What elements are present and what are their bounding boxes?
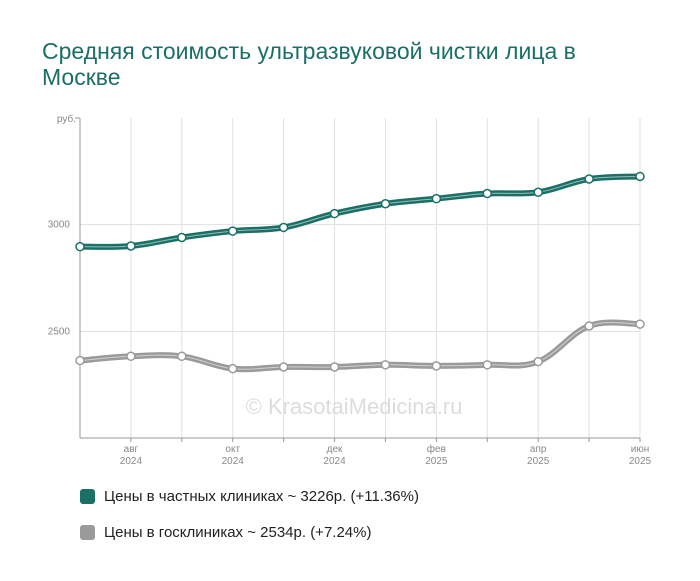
chart-title: Средняя стоимость ультразвуковой чистки …	[42, 38, 576, 90]
data-point-private	[380, 199, 391, 209]
data-point-private	[533, 187, 543, 197]
y-tick-label: 2500	[48, 326, 71, 337]
x-tick-label-month: июн	[631, 444, 650, 455]
legend-swatch-public	[80, 524, 95, 540]
x-tick-label-year: 2025	[629, 456, 652, 467]
legend-item-public[interactable]: Цены в госклиниках ~ 2534р. (+7.24%)	[80, 522, 419, 542]
x-tick-label-year: 2024	[222, 456, 245, 467]
data-point-public	[482, 360, 493, 370]
x-tick-label-month: апр	[530, 444, 547, 455]
y-tick-label: 3000	[48, 220, 71, 231]
watermark-text: © KrasotaiMedicina.ru	[246, 394, 463, 419]
axes: 25003000руб.авг2024окт2024дек2024фев2025…	[48, 113, 652, 467]
x-tick-label-month: авг	[124, 444, 139, 455]
data-point-public	[75, 355, 85, 366]
x-tick-label-month: фев	[427, 443, 446, 455]
data-point-public	[329, 362, 340, 372]
data-point-public	[126, 351, 136, 362]
data-point-public	[380, 360, 391, 370]
data-point-public	[584, 321, 594, 331]
data-point-public	[227, 363, 238, 374]
legend-label-public: Цены в госклиниках ~ 2534р. (+7.24%)	[104, 523, 372, 541]
data-point-private	[482, 188, 493, 199]
data-point-public	[278, 362, 289, 372]
series-line-public	[77, 319, 643, 373]
x-tick-label-month: окт	[225, 444, 240, 455]
x-tick-label-year: 2024	[323, 456, 346, 467]
series	[75, 171, 645, 374]
legend-item-private[interactable]: Цены в частных клиниках ~ 3226р. (+11.36…	[80, 486, 419, 506]
x-tick-label-month: дек	[327, 444, 343, 455]
data-point-private	[227, 226, 238, 236]
data-point-private	[584, 174, 594, 184]
series-line-private	[77, 173, 643, 250]
data-point-public	[533, 356, 543, 367]
data-point-private	[329, 208, 340, 219]
data-point-public	[177, 351, 187, 362]
x-tick-label-year: 2025	[527, 456, 550, 467]
y-axis-label: руб.	[57, 113, 76, 125]
x-tick-label-year: 2024	[120, 456, 143, 467]
series-line-highlight-public	[79, 322, 641, 370]
data-point-private	[431, 193, 442, 204]
legend-label-private: Цены в частных клиниках ~ 3226р. (+11.36…	[104, 487, 419, 505]
data-point-public	[635, 319, 645, 329]
data-point-public	[431, 361, 442, 371]
data-point-private	[75, 241, 85, 252]
legend: Цены в частных клиниках ~ 3226р. (+11.36…	[80, 486, 419, 558]
legend-swatch-private	[80, 488, 95, 504]
data-point-private	[177, 232, 187, 243]
data-point-private	[635, 171, 645, 182]
data-point-private	[126, 241, 136, 251]
x-tick-label-year: 2025	[425, 456, 448, 467]
data-point-private	[278, 222, 289, 233]
grid	[80, 118, 641, 438]
